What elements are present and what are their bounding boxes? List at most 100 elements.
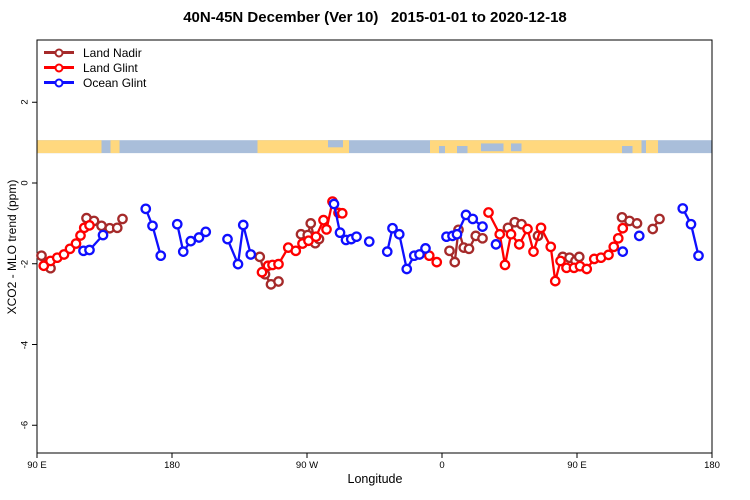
data-point [155,250,167,262]
data-point [185,235,197,247]
data-point [38,260,50,272]
data-point [617,222,629,234]
data-point [256,266,268,278]
data-point [351,231,362,243]
data-point [693,250,704,262]
land-segment [110,140,120,154]
data-point [467,213,479,225]
data-point [200,226,212,238]
data-point [193,232,205,243]
legend-label-land-nadir: Land Nadir [83,45,142,60]
data-point [555,255,566,267]
data-point [677,203,689,214]
data-point [463,243,475,255]
data-point [273,276,284,287]
data-point [535,222,547,234]
data-point [573,251,585,263]
land-nadir-line-marker-icon [44,48,74,57]
cluster-line [681,207,700,257]
data-point [318,214,329,226]
series-ocean-glint [78,198,704,275]
land-segment [646,140,658,154]
cluster-line [144,207,162,257]
data-point [451,228,463,240]
data-point [387,222,398,234]
legend: Land Nadir Land Glint Ocean Glint [44,45,146,90]
land-ocean-map-band [37,140,712,154]
land-segment [37,140,102,154]
x-axis-title: Longitude [347,472,403,486]
data-point [477,232,488,244]
data-point [70,238,82,249]
data-point [499,259,511,271]
cluster-line [226,223,252,266]
chart-title: 40N-45N December (Ver 10) 2015-01-01 to … [183,9,567,26]
data-point [647,223,659,235]
y-tick-label: -2 [19,259,31,268]
data-point [431,256,443,268]
water-patch [457,146,468,154]
data-point [420,243,431,254]
y-tick-label: -6 [19,421,31,430]
land-glint-line-marker-icon [44,63,74,72]
data-point [254,251,266,263]
ocean-glint-line-marker-icon [44,78,74,87]
data-point [505,228,517,240]
water-patch [328,140,343,148]
data-point [310,231,322,243]
legend-item-ocean-glint: Ocean Glint [44,75,146,90]
legend-item-land-glint: Land Glint [44,60,146,75]
x-tick-label: 90 W [295,460,319,471]
data-point [334,227,346,239]
data-point [494,228,506,240]
data-point [549,275,561,287]
data-point [245,249,257,260]
data-point [444,245,455,257]
data-point [232,258,244,270]
data-point [414,249,425,260]
x-tick-label: 180 [164,460,180,471]
data-point [685,218,697,230]
data-point [513,239,525,250]
data-point [654,213,665,225]
data-point [381,246,393,257]
data-point [177,246,189,257]
data-point [393,228,405,240]
data-point [522,223,533,235]
data-point [545,241,557,253]
data-point [603,249,614,261]
x-tick-label: 90 E [567,460,587,471]
cluster-line [386,227,427,271]
data-point [449,256,461,268]
data-point [117,213,128,225]
data-point [631,218,643,229]
data-point [336,207,348,219]
data-point [290,245,302,257]
data-point [483,207,494,218]
y-tick-label: 0 [19,180,31,186]
data-point [140,203,152,215]
data-point [36,250,47,262]
data-point [363,236,375,247]
data-point [528,246,539,257]
y-axis-title: XCO2 - MLO trend (ppm) [5,179,19,315]
data-point [612,232,624,244]
plot-border [36,39,713,454]
legend-item-land-nadir: Land Nadir [44,45,146,60]
series-land-nadir [36,211,665,290]
legend-label-land-glint: Land Glint [83,60,138,75]
data-point [84,220,95,231]
data-point [477,221,488,232]
water-patch [439,146,445,154]
land-segment [257,140,349,154]
data-point [328,198,340,210]
data-point [617,246,629,257]
data-point [111,222,123,234]
x-tick-label: 0 [439,460,445,471]
y-tick-label: 2 [19,99,31,105]
water-patch [511,143,522,152]
data-point [633,230,645,242]
y-tick-label: -4 [19,340,31,349]
data-point [97,229,109,241]
